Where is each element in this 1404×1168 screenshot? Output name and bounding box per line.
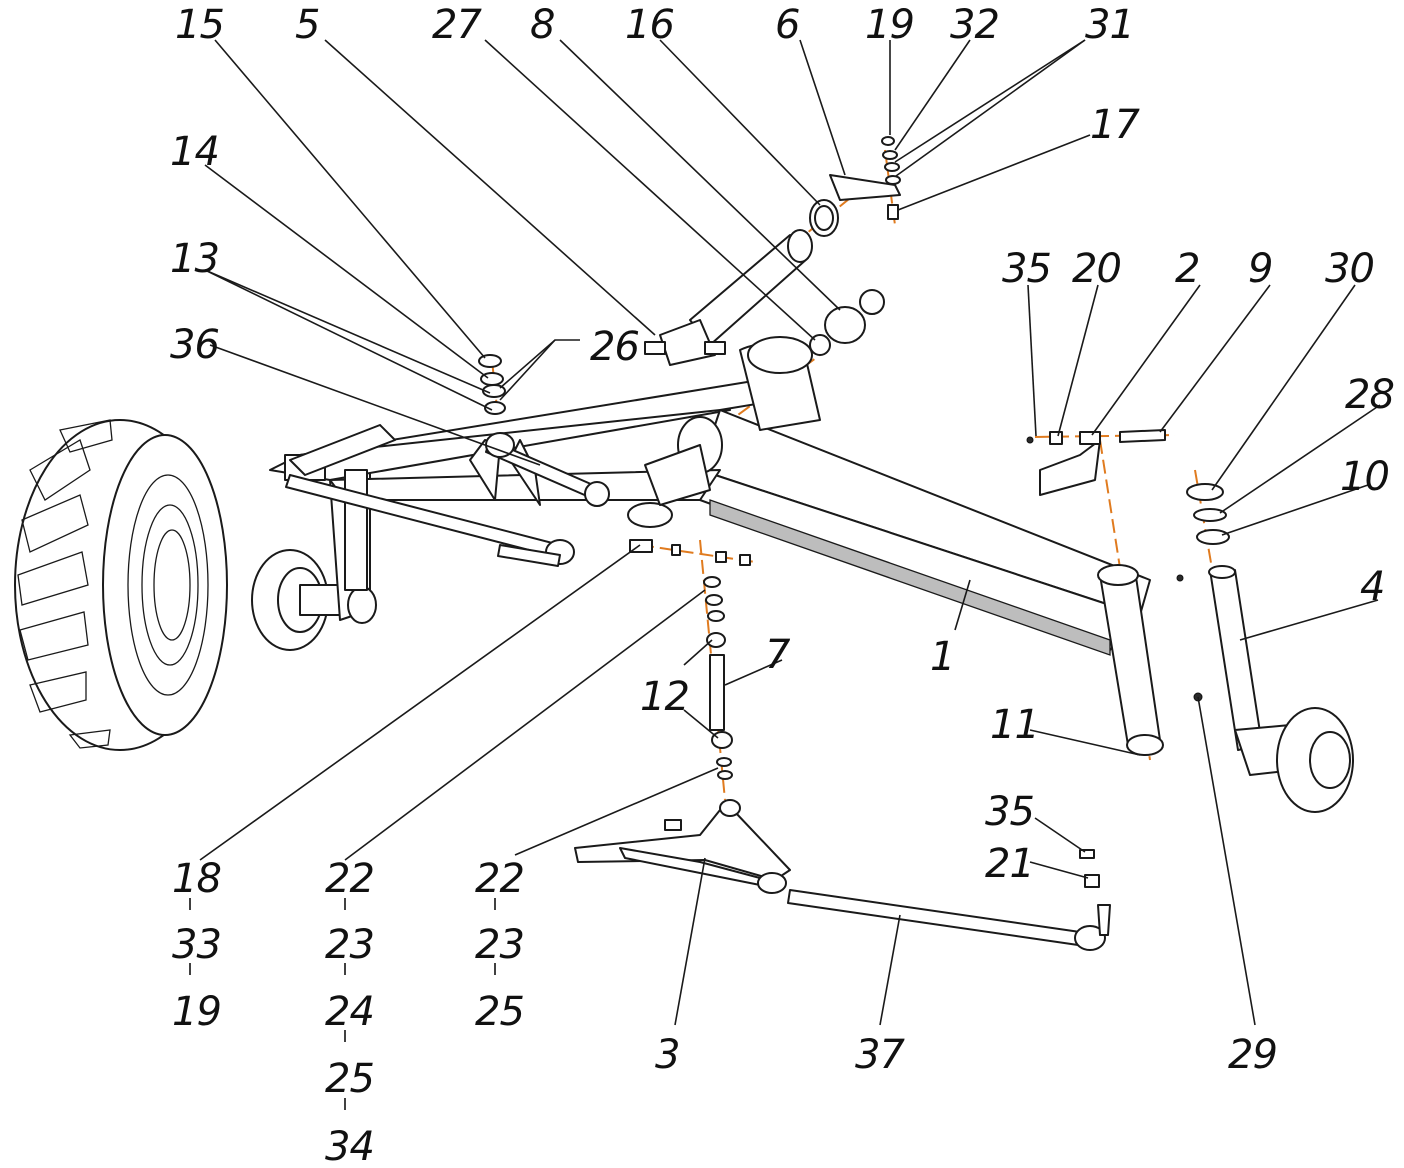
callout-6: 6 xyxy=(775,2,799,48)
callout-10: 10 xyxy=(1340,454,1389,500)
stack-separators xyxy=(189,898,496,1110)
callout-36: 36 xyxy=(170,322,219,368)
callout-31: 31 xyxy=(1085,2,1134,48)
callout-labels: 15 5 27 8 16 6 19 32 31 17 14 13 26 36 3… xyxy=(170,2,1395,1168)
stack1-item-1: 33 xyxy=(172,922,221,968)
callout-30: 30 xyxy=(1325,246,1374,292)
callout-7: 7 xyxy=(765,632,791,678)
callout-37: 37 xyxy=(855,1032,905,1078)
stack2-item-4: 34 xyxy=(325,1124,374,1168)
callout-16: 16 xyxy=(625,2,674,48)
callout-21: 21 xyxy=(985,841,1034,887)
callout-27: 27 xyxy=(432,2,482,48)
lower-steering-arm xyxy=(574,799,791,894)
callout-1: 1 xyxy=(930,634,954,680)
callout-3: 3 xyxy=(655,1032,679,1078)
callout-11: 11 xyxy=(990,702,1039,748)
stack2-item-2: 24 xyxy=(325,989,374,1035)
stack3-item-0: 22 xyxy=(475,856,524,902)
callout-15: 15 xyxy=(175,2,224,48)
stack3-item-1: 23 xyxy=(475,922,524,968)
callout-32: 32 xyxy=(950,2,999,48)
callout-13: 13 xyxy=(170,236,219,282)
callout-14: 14 xyxy=(170,129,219,175)
tie-rod xyxy=(497,544,1111,951)
callout-9: 9 xyxy=(1248,246,1272,292)
leader-lines xyxy=(199,39,1381,1026)
stack2-item-1: 23 xyxy=(325,922,374,968)
callout-35-upper: 35 xyxy=(1002,246,1051,292)
callout-2: 2 xyxy=(1175,246,1199,292)
stack1-item-0: 18 xyxy=(172,856,221,902)
stack1-item-2: 19 xyxy=(172,989,221,1035)
callout-4: 4 xyxy=(1360,564,1384,610)
callout-29: 29 xyxy=(1228,1032,1277,1078)
callout-17: 17 xyxy=(1090,102,1140,148)
callout-28: 28 xyxy=(1345,372,1394,418)
callout-12: 12 xyxy=(640,674,689,720)
centre-pin-stack xyxy=(629,539,751,780)
callout-20: 20 xyxy=(1072,246,1121,292)
callout-19: 19 xyxy=(865,2,914,48)
right-plate xyxy=(1026,429,1166,496)
right-kingpin xyxy=(1176,483,1354,813)
callout-5: 5 xyxy=(295,2,319,48)
stack2-item-3: 25 xyxy=(325,1056,374,1102)
stack2-item-0: 22 xyxy=(325,856,374,902)
callout-8: 8 xyxy=(530,2,554,48)
callout-26: 26 xyxy=(590,324,639,370)
upper-tube-group xyxy=(644,174,901,366)
callout-35-lower: 35 xyxy=(985,789,1034,835)
bolt-stack-top xyxy=(881,136,901,220)
wheel-tyre xyxy=(14,419,228,751)
stack3-item-2: 25 xyxy=(475,989,524,1035)
